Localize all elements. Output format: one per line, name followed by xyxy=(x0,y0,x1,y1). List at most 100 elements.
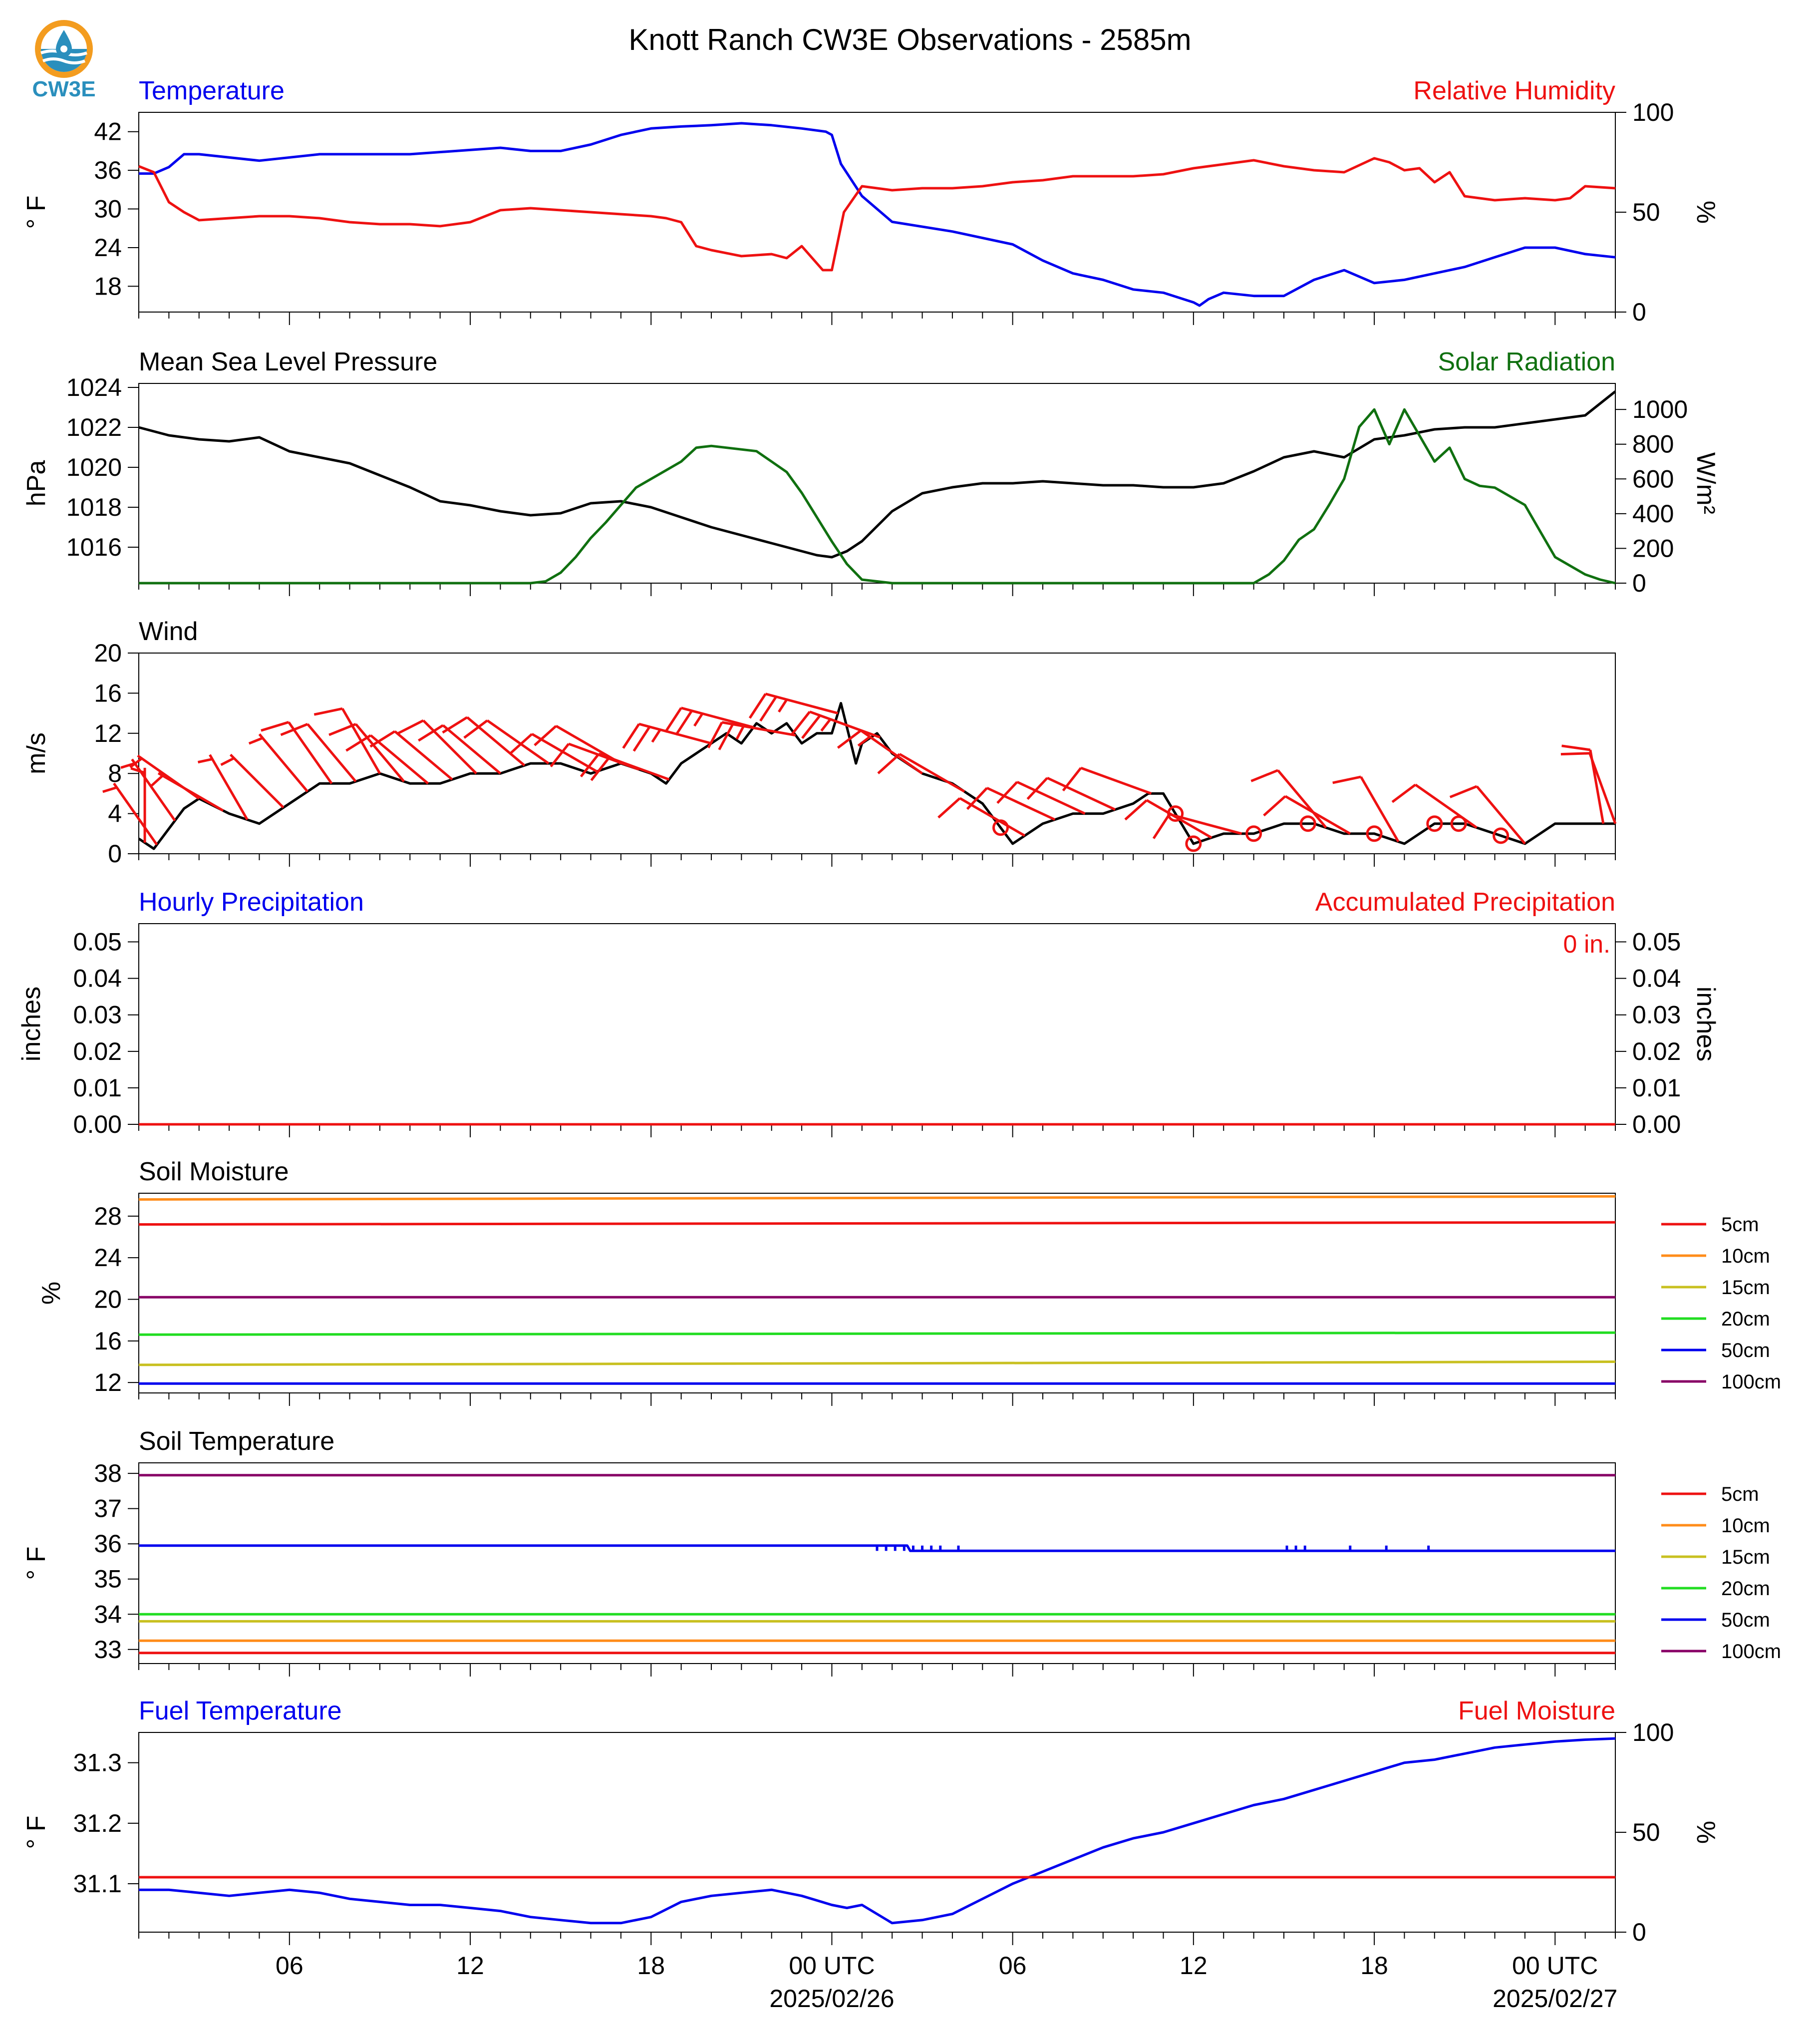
panel-title-left: Temperature xyxy=(139,76,285,105)
panel-title-left: Soil Temperature xyxy=(139,1427,334,1456)
wind-barb-flag xyxy=(1152,813,1171,839)
wind-barb xyxy=(418,724,502,775)
wind-barb xyxy=(966,787,1056,821)
wind-barb-flag xyxy=(590,756,610,781)
wind-barb xyxy=(120,758,176,822)
wind-barb-half-flag xyxy=(220,757,235,766)
wind-barb-staff xyxy=(258,733,308,792)
wind-barb-staff xyxy=(531,733,598,773)
wind-barb-calm xyxy=(1493,827,1510,844)
wind-barb xyxy=(1152,813,1242,839)
y-tick-label-left: 4 xyxy=(108,800,122,828)
y-tick-label-left: 24 xyxy=(94,1244,122,1272)
y-tick-label-right: 200 xyxy=(1632,534,1674,562)
y-tick-label-left: 0.00 xyxy=(73,1110,122,1138)
wind-barb xyxy=(328,723,405,782)
wind-barb-staff xyxy=(765,692,839,715)
wind-barb-staff xyxy=(986,787,1056,821)
series-line-20cm xyxy=(138,1331,1616,1336)
legend-label: 50cm xyxy=(1721,1340,1770,1361)
wind-barb-staff xyxy=(394,730,453,781)
series-line-relative-humidity xyxy=(138,157,1616,272)
legend-soil_moisture: 5cm 10cm 15cm 20cm 50cm 100cm xyxy=(1661,1214,1781,1393)
wind-barb xyxy=(261,721,333,784)
wind-barb-staff xyxy=(1588,752,1617,824)
wind-barb xyxy=(463,719,550,765)
series-line-5cm xyxy=(138,1221,1616,1226)
wind-barb-staff xyxy=(229,753,285,809)
wind-barb xyxy=(1332,775,1400,843)
wind-barb-staff xyxy=(288,721,333,784)
series-line-fuel-temperature xyxy=(139,1737,1616,1925)
logo-text: CW3E xyxy=(32,77,96,101)
y-tick-label-left: 37 xyxy=(94,1495,122,1523)
legend-soil_temp: 5cm 10cm 15cm 20cm 50cm 100cm xyxy=(1661,1483,1781,1663)
y-tick-label-left: 0 xyxy=(108,840,122,868)
legend-label: 20cm xyxy=(1721,1308,1770,1330)
wind-barb xyxy=(622,722,712,752)
y-tick-label-left: 20 xyxy=(94,1286,122,1314)
y-tick-label-right: 0 xyxy=(1632,1918,1646,1946)
wind-barb-flag xyxy=(1560,752,1590,756)
y-tick-label-left: 38 xyxy=(94,1459,122,1487)
wind-barb-flag xyxy=(966,787,988,810)
y-tick-label-left: 36 xyxy=(94,156,122,184)
x-axis-labels: 06 12 18 00 UTC 2025/02/26 06 12 18 00 UTC 2025/0… xyxy=(276,1952,1617,2013)
wind-barb xyxy=(369,730,453,781)
wind-barb-staff xyxy=(1146,799,1213,839)
wind-barb-half-flag xyxy=(820,718,832,732)
wind-barb-flag xyxy=(1263,795,1286,817)
legend-label: 5cm xyxy=(1721,1483,1759,1505)
wind-barb xyxy=(748,692,839,722)
wind-barb xyxy=(1560,752,1617,824)
y-tick-label-right: 0 xyxy=(1632,298,1646,326)
panel-frame xyxy=(138,1193,1616,1393)
y-axis-label-left: ° F xyxy=(22,195,51,229)
wind-barb-flag xyxy=(632,726,651,752)
wind-barb xyxy=(664,706,754,736)
y-tick-label-right: 0.00 xyxy=(1632,1110,1681,1138)
wind-barb-staff xyxy=(860,729,923,775)
wind-barb-half-flag xyxy=(735,725,745,740)
y-axis-label-left: ° F xyxy=(22,1546,51,1580)
wind-barb-flag xyxy=(463,719,488,739)
wind-barb-staff xyxy=(598,752,670,781)
y-tick-label-right: 0.01 xyxy=(1632,1074,1681,1102)
y-tick-label-left: 31.1 xyxy=(73,1870,122,1898)
wind-barb-flag xyxy=(369,730,396,748)
wind-barb-flag xyxy=(759,696,777,722)
wind-barb-half-flag xyxy=(129,757,143,768)
panel-title-left: Wind xyxy=(139,617,198,646)
wind-barb-flag xyxy=(664,707,682,733)
x-tick-label: 12 xyxy=(1180,1952,1208,1980)
y-tick-label-left: 36 xyxy=(94,1530,122,1558)
x-tick-label: 12 xyxy=(456,1952,484,1980)
wind-barb xyxy=(1250,769,1327,829)
panel-title-right: Accumulated Precipitation xyxy=(1315,888,1615,917)
legend-label: 15cm xyxy=(1721,1277,1770,1299)
wind-barb xyxy=(1124,799,1213,839)
wind-barb xyxy=(198,754,249,820)
wind-barb-staff xyxy=(422,719,477,774)
panel-fuel: Fuel Temperature Fuel Moisture 31.1 31.2 31.… xyxy=(22,1696,1720,1946)
logo: CW3E xyxy=(29,18,99,103)
wind-barb xyxy=(1561,744,1605,824)
wind-barb-flag xyxy=(442,716,468,734)
y-tick-label-right: 400 xyxy=(1632,500,1674,528)
y-tick-label-right: 0.03 xyxy=(1632,1001,1681,1029)
panel-frame xyxy=(138,1462,1616,1664)
y-tick-label-left: 1022 xyxy=(66,413,122,441)
wind-barb-half-flag xyxy=(651,729,661,743)
y-tick-label-right: 50 xyxy=(1632,198,1660,226)
wind-barb xyxy=(996,780,1086,815)
wind-barb-flag xyxy=(397,719,424,735)
y-tick-label-left: 12 xyxy=(94,719,122,747)
wind-barb-calm xyxy=(1185,835,1202,852)
wind-barb xyxy=(248,733,308,792)
panel-soil_temp: Soil Temperature 33 34 35 36 37 38 ° F xyxy=(22,1427,1616,1677)
y-tick-label-left: 1018 xyxy=(66,493,122,521)
wind-barb-flag xyxy=(328,723,356,736)
wind-barb xyxy=(280,723,357,782)
x-tick-label: 18 xyxy=(1360,1952,1388,1980)
